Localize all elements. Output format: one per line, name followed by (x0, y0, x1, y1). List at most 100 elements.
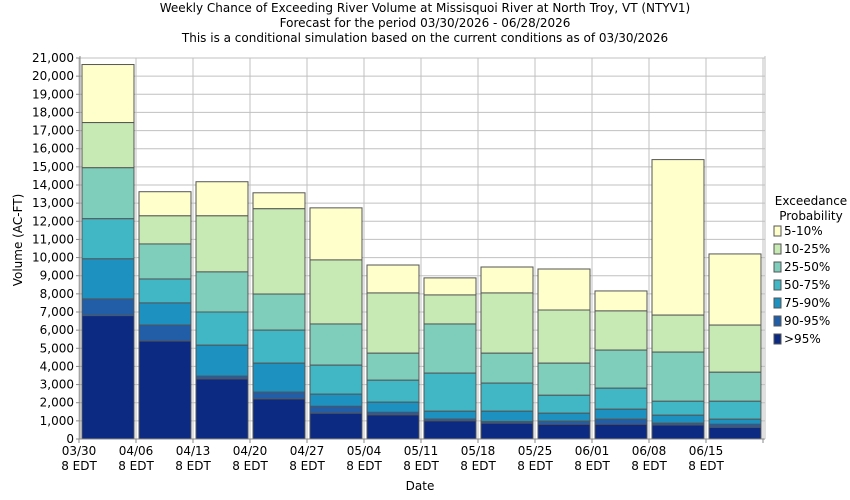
legend-label: 75-90% (784, 296, 830, 310)
bar-segment-05-25-5075 (537, 394, 591, 414)
bar-segment-05-25-510 (537, 268, 591, 311)
bar-segment-04-27-1025 (309, 259, 363, 325)
bar-segment-06-08-5075 (651, 400, 705, 416)
bar-segment-06-01-5075 (594, 387, 648, 410)
legend-swatch (773, 315, 782, 327)
y-tick-label: 20,000 (32, 69, 74, 83)
bar-segment-05-11-5075 (423, 372, 477, 412)
bar-segment-03-30-9095 (81, 298, 135, 317)
bar-segment-04-20-9095 (252, 391, 306, 400)
bar-segment-03-30-5075 (81, 218, 135, 260)
bar-segment-05-18-95 (480, 422, 534, 440)
y-tick-label: 13,000 (32, 196, 74, 210)
y-tick-label: 14,000 (32, 178, 74, 192)
bar-segment-04-20-510 (252, 192, 306, 210)
x-tick-label: 05/18 (461, 444, 496, 458)
bar-segment-05-04-2550 (366, 352, 420, 381)
y-tick-label: 3,000 (40, 378, 74, 392)
y-tick-label: 8,000 (40, 287, 74, 301)
y-tick-label: 16,000 (32, 142, 74, 156)
legend-title-2: Probability (779, 209, 842, 223)
x-tick-label: 06/08 (632, 444, 667, 458)
bar-segment-04-06-7590 (138, 302, 192, 326)
legend-label: >95% (784, 332, 821, 346)
bar-segment-04-13-510 (195, 181, 249, 217)
bar-segment-05-25-1025 (537, 309, 591, 364)
x-tick-sublabel: 8 EDT (460, 459, 496, 473)
legend-label: 25-50% (784, 260, 830, 274)
x-tick-sublabel: 8 EDT (517, 459, 553, 473)
bar-segment-06-08-7590 (651, 414, 705, 424)
bar-segment-06-08-510 (651, 159, 705, 316)
bar-segment-05-04-7590 (366, 401, 420, 413)
chart-subtitle-1: Forecast for the period 03/30/2026 - 06/… (279, 16, 571, 30)
y-tick-label: 21,000 (32, 51, 74, 65)
bar-segment-04-06-9095 (138, 324, 192, 342)
bar-segment-05-25-7590 (537, 412, 591, 422)
bar-segment-05-04-5075 (366, 379, 420, 403)
bar-segment-05-04-510 (366, 264, 420, 294)
y-tick-label: 12,000 (32, 214, 74, 228)
x-tick-sublabel: 8 EDT (688, 459, 724, 473)
bar-segment-05-18-510 (480, 266, 534, 294)
bar-segment-06-01-95 (594, 423, 648, 440)
bar-segment-04-06-2550 (138, 243, 192, 280)
bar-segment-06-08-2550 (651, 351, 705, 402)
bar-segment-05-04-95 (366, 414, 420, 440)
legend-label: 50-75% (784, 278, 830, 292)
bar-segment-04-20-7590 (252, 362, 306, 393)
bar-segment-04-27-510 (309, 207, 363, 261)
y-tick-label: 7,000 (40, 305, 74, 319)
x-tick-sublabel: 8 EDT (175, 459, 211, 473)
bar-segment-04-27-2550 (309, 323, 363, 366)
bar-segment-04-13-7590 (195, 344, 249, 377)
y-axis-label: Volume (AC-FT) (11, 194, 25, 287)
x-tick-sublabel: 8 EDT (118, 459, 154, 473)
bar-segment-04-27-5075 (309, 364, 363, 395)
bar-segment-04-13-2550 (195, 271, 249, 313)
y-tick-label: 10,000 (32, 251, 74, 265)
bar-segment-05-11-510 (423, 277, 477, 296)
x-tick-label: 03/30 (62, 444, 97, 458)
y-tick-label: 19,000 (32, 87, 74, 101)
x-tick-label: 05/25 (518, 444, 553, 458)
bar-segment-04-06-1025 (138, 215, 192, 245)
bar-segment-06-01-2550 (594, 349, 648, 389)
bar-segment-06-01-7590 (594, 408, 648, 420)
bar-segment-05-11-95 (423, 420, 477, 440)
chart-subtitle-2: This is a conditional simulation based o… (181, 31, 669, 45)
legend-label: 90-95% (784, 314, 830, 328)
bar-segment-05-18-1025 (480, 292, 534, 354)
x-axis-label: Date (406, 479, 435, 493)
x-tick-label: 05/04 (347, 444, 382, 458)
bar-segment-03-30-510 (81, 64, 135, 124)
x-tick-sublabel: 8 EDT (61, 459, 97, 473)
y-tick-label: 17,000 (32, 124, 74, 138)
bar-segment-05-11-7590 (423, 410, 477, 420)
bar-segment-04-13-5075 (195, 311, 249, 346)
bar-segment-06-01-1025 (594, 310, 648, 351)
bar-segment-05-04-1025 (366, 292, 420, 354)
chart-title: Weekly Chance of Exceeding River Volume … (159, 1, 691, 15)
x-tick-sublabel: 8 EDT (346, 459, 382, 473)
bar-segment-04-27-9095 (309, 405, 363, 414)
x-tick-label: 04/27 (290, 444, 325, 458)
bar-segment-04-06-5075 (138, 278, 192, 304)
bar-segment-04-13-95 (195, 378, 249, 440)
bar-segment-04-27-7590 (309, 393, 363, 407)
y-tick-label: 6,000 (40, 323, 74, 337)
legend-swatch (773, 333, 782, 345)
legend-swatch (773, 279, 782, 291)
legend-swatch (773, 297, 782, 309)
x-tick-sublabel: 8 EDT (232, 459, 268, 473)
y-tick-label: 5,000 (40, 341, 74, 355)
bar-segment-04-13-1025 (195, 215, 249, 273)
bar-segment-06-01-9095 (594, 418, 648, 425)
x-tick-label: 05/11 (404, 444, 439, 458)
bar-segment-05-18-2550 (480, 352, 534, 384)
y-tick-label: 1,000 (40, 414, 74, 428)
legend-swatch (773, 225, 782, 237)
x-tick-label: 06/15 (689, 444, 724, 458)
